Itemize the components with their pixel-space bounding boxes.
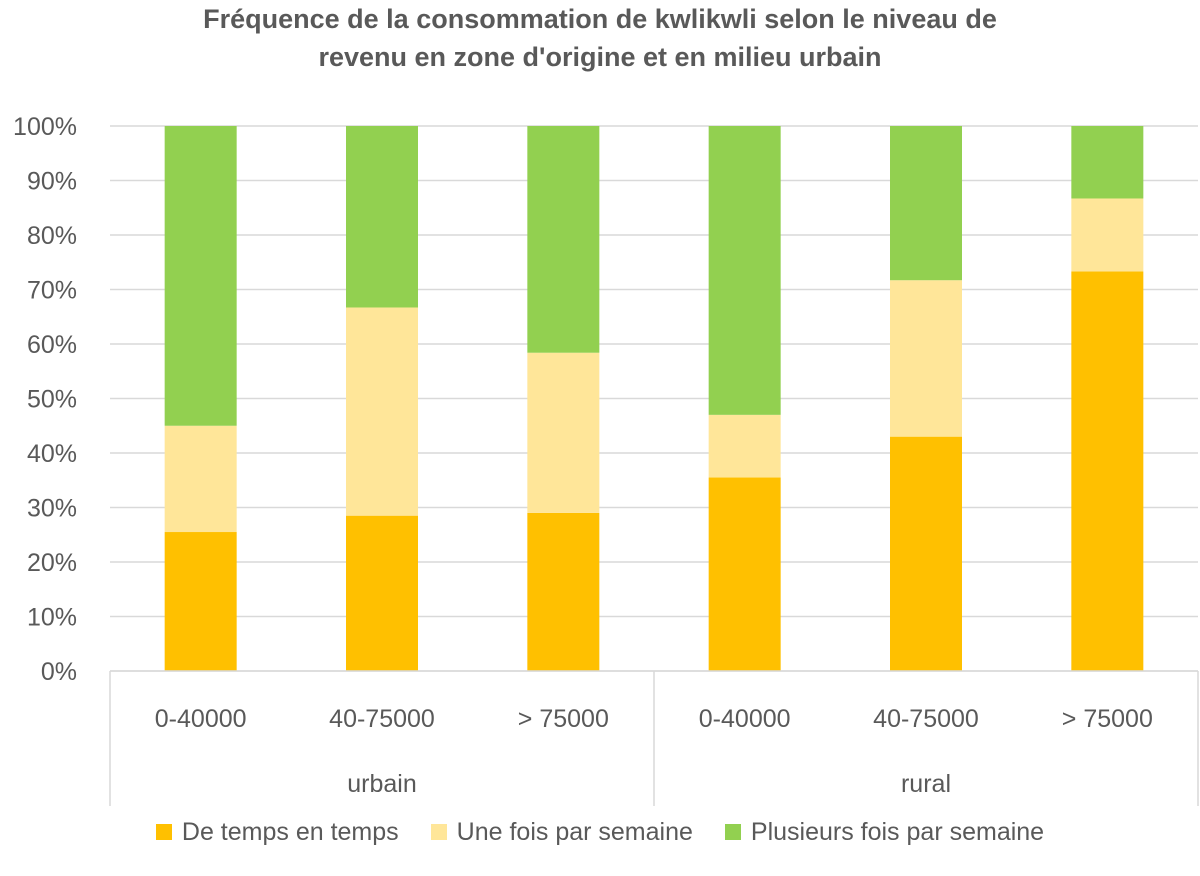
x-category-label: 0-40000 [699, 705, 791, 733]
bar-segment [527, 352, 600, 513]
bar-segment [708, 126, 781, 415]
legend-item: Une fois par semaine [430, 817, 693, 847]
legend-item: Plusieurs fois par semaine [724, 817, 1045, 847]
bar-segment [346, 126, 418, 308]
y-tick-label: 60% [27, 331, 77, 359]
y-tick-label: 40% [27, 440, 77, 468]
bar-segment [164, 425, 237, 533]
bar-segment [890, 280, 962, 437]
gridlines [110, 125, 1198, 672]
x-group-label: urbain [347, 770, 417, 798]
y-tick-label: 20% [27, 549, 77, 577]
y-tick-label: 80% [27, 222, 77, 250]
y-tick-label: 90% [27, 168, 77, 196]
legend-swatch [155, 824, 172, 840]
bar-segment [527, 512, 600, 671]
y-tick-label: 30% [27, 495, 77, 523]
bar-segment [1071, 126, 1144, 199]
legend-item: De temps en temps [155, 817, 399, 847]
bar-segment [890, 436, 962, 671]
x-category-label: > 75000 [518, 705, 609, 733]
legend: De temps en temps Une fois par semaine Plu… [0, 812, 1200, 852]
chart-title-line-1: Fréquence de la consommation de kwlikwli… [203, 4, 997, 34]
y-tick-label: 100% [13, 113, 77, 141]
bar-segment [164, 532, 237, 671]
x-category-label: 40-75000 [329, 705, 435, 733]
x-group-label: rural [901, 770, 951, 798]
y-tick-label: 50% [27, 386, 77, 414]
legend-label: De temps en temps [181, 817, 399, 846]
bar-segment [346, 515, 418, 671]
legend-swatch [430, 824, 447, 840]
legend-label: Une fois par semaine [456, 817, 693, 846]
bar-segment [1071, 198, 1144, 272]
y-tick-label: 10% [27, 604, 77, 632]
bar-segment [708, 477, 781, 671]
bar-segment [1071, 271, 1144, 671]
bar-segment [164, 126, 237, 426]
chart-title-line-2: revenu en zone d'origine et en milieu ur… [318, 42, 882, 72]
y-axis-ticks: 0% 10% 20% 30% 40% 50% 60% 70% 80% 90% 100% [13, 113, 77, 686]
bar-segment [527, 126, 600, 353]
y-tick-label: 0% [41, 658, 77, 686]
legend-swatch [724, 824, 741, 840]
bars [164, 126, 1144, 671]
x-category-label: 0-40000 [155, 705, 247, 733]
chart-title: Fréquence de la consommation de kwlikwli… [0, 0, 1200, 76]
x-axis: 0-40000 40-75000 > 75000 urbain 0-40000 40-75… [109, 670, 1199, 806]
y-tick-label: 70% [27, 277, 77, 305]
bar-segment [708, 414, 781, 478]
bar-segment [346, 307, 418, 516]
legend-label: Plusieurs fois par semaine [750, 817, 1045, 846]
x-category-label: > 75000 [1062, 705, 1153, 733]
x-category-label: 40-75000 [873, 705, 979, 733]
bar-segment [890, 126, 962, 281]
